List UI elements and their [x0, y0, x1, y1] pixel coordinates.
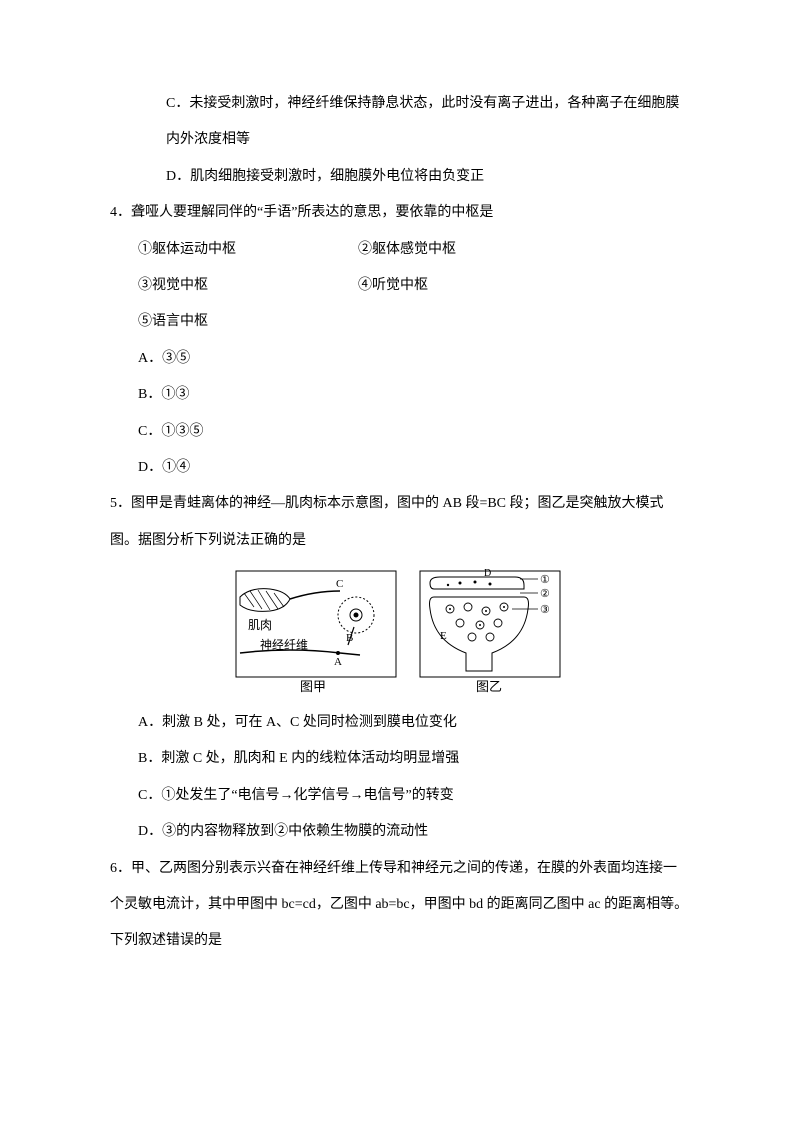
q4-option-b: B．①③: [110, 377, 690, 413]
label-a: A: [334, 656, 342, 668]
label-c: C: [336, 578, 343, 590]
q4-items-row2: ③视觉中枢 ④听觉中枢: [110, 268, 690, 304]
label-nerve: 神经纤维: [260, 638, 308, 652]
q4-item-2: ②躯体感觉中枢: [358, 232, 578, 268]
label-3: ③: [540, 604, 550, 616]
q5-option-c: C．①处发生了“电信号→化学信号→电信号”的转变: [110, 778, 690, 814]
q4-item-4: ④听觉中枢: [358, 268, 578, 304]
label-muscle: 肌肉: [248, 618, 272, 632]
q6-stem: 6．甲、乙两图分别表示兴奋在神经纤维上传导和神经元之间的传递，在膜的外表面均连接…: [110, 851, 690, 960]
q5-stem: 5．图甲是青蛙离体的神经—肌肉标本示意图，图中的 AB 段=BC 段；图乙是突触…: [110, 486, 690, 559]
q4-item-3: ③视觉中枢: [138, 268, 358, 304]
figure-left-panel: 肌肉 C B A 神经纤维: [236, 571, 396, 677]
q5-option-a: A．刺激 B 处，可在 A、C 处同时检测到膜电位变化: [110, 705, 690, 741]
q5-option-d: D．③的内容物释放到②中依赖生物膜的流动性: [110, 814, 690, 850]
q4-items-row1: ①躯体运动中枢 ②躯体感觉中枢: [110, 232, 690, 268]
q4-option-a: A．③⑤: [110, 341, 690, 377]
figure-right-panel: D ① ②: [420, 568, 560, 677]
q4-item-1: ①躯体运动中枢: [138, 232, 358, 268]
label-2: ②: [540, 588, 550, 600]
q3-option-d: D．肌肉细胞接受刺激时，细胞膜外电位将由负变正: [110, 159, 690, 195]
label-1: ①: [540, 574, 550, 586]
figure-container: 肌肉 C B A 神经纤维 图甲: [110, 559, 690, 705]
q4-stem: 4．聋哑人要理解同伴的“手语”所表达的意思，要依靠的中枢是: [110, 195, 690, 231]
q5-option-b: B．刺激 C 处，肌肉和 E 内的线粒体活动均明显增强: [110, 741, 690, 777]
q3-option-c: C．未接受刺激时，神经纤维保持静息状态，此时没有离子进出，各种离子在细胞膜内外浓…: [110, 86, 690, 159]
q4-option-d: D．①④: [110, 450, 690, 486]
label-e: E: [440, 630, 447, 642]
page-content: C．未接受刺激时，神经纤维保持静息状态，此时没有离子进出，各种离子在细胞膜内外浓…: [0, 0, 800, 1000]
caption-right: 图乙: [476, 679, 502, 694]
figure-diagram: 肌肉 C B A 神经纤维 图甲: [230, 567, 570, 697]
q4-option-c: C．①③⑤: [110, 414, 690, 450]
caption-left: 图甲: [300, 679, 326, 694]
q4-item-5: ⑤语言中枢: [110, 304, 690, 340]
label-d: D: [484, 568, 491, 579]
